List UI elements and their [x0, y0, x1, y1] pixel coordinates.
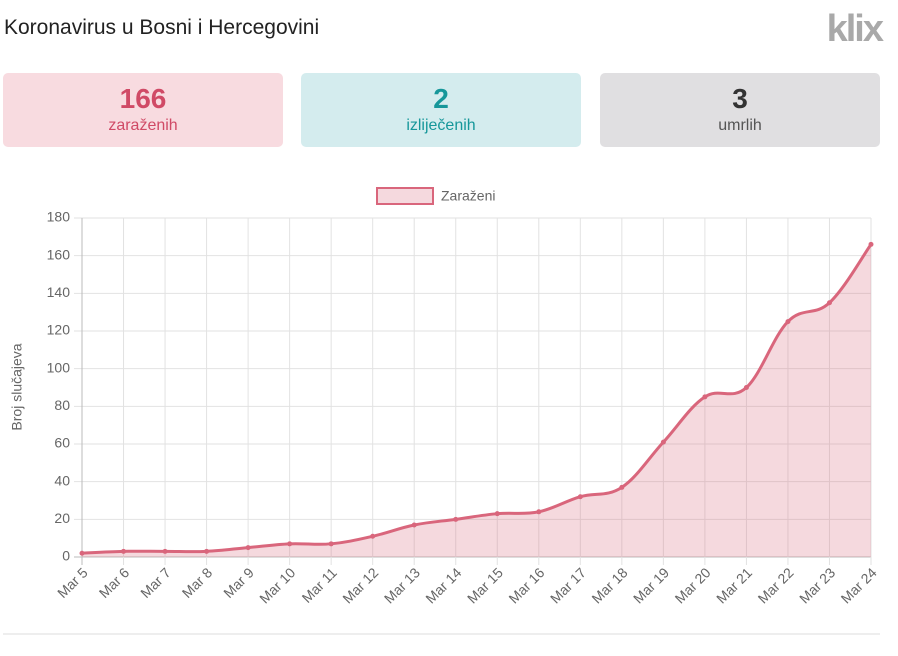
- point: [245, 545, 251, 551]
- y-tick-label: 160: [47, 246, 71, 262]
- x-tick-label: Mar 5: [54, 564, 91, 601]
- x-tick-label: Mar 6: [96, 564, 133, 601]
- x-tick-label: Mar 17: [547, 564, 589, 606]
- point: [743, 385, 749, 390]
- y-tick-label: 40: [54, 472, 70, 488]
- y-tick-label: 20: [54, 510, 70, 526]
- area: [82, 244, 871, 557]
- x-tick-label: Mar 8: [179, 564, 216, 601]
- x-tick-label: Mar 9: [220, 564, 257, 601]
- legend-label: Zaraženi: [441, 188, 495, 204]
- point: [536, 509, 542, 515]
- title: Koronavirus u Bosni i Hercegovini: [4, 16, 320, 39]
- x-tick-label: Mar 19: [630, 564, 672, 606]
- x-tick-label: Mar 11: [298, 564, 340, 606]
- x-tick-label: Mar 12: [339, 564, 381, 606]
- stat-box: 166 zaraženih: [3, 73, 283, 147]
- x-tick-label: Mar 20: [672, 564, 714, 606]
- point: [79, 550, 85, 556]
- y-tick-label: 80: [54, 397, 70, 413]
- x-tick-label: Mar 18: [588, 564, 630, 606]
- point: [868, 241, 874, 247]
- stat-label: umrlih: [718, 117, 762, 134]
- x-tick-label: Mar 14: [422, 564, 464, 606]
- logo[interactable]: klix: [826, 8, 884, 50]
- point: [660, 439, 666, 445]
- point: [702, 394, 708, 400]
- point: [494, 511, 500, 517]
- y-axis-label: Broj slučajeva: [9, 343, 25, 430]
- point: [411, 522, 417, 528]
- stat-value: 2: [433, 83, 449, 114]
- y-tick-label: 0: [62, 548, 70, 564]
- x-tick-label: Mar 23: [796, 564, 838, 606]
- x-tick-label: Mar 10: [256, 564, 298, 606]
- point: [453, 516, 459, 522]
- y-tick-label: 180: [47, 209, 71, 225]
- stat-box: 2 izliječenih: [301, 73, 581, 147]
- x-tick-label: Mar 13: [381, 564, 423, 606]
- y-tick-label: 120: [47, 322, 71, 338]
- y-tick-label: 140: [47, 284, 71, 300]
- x-tick-label: Mar 15: [464, 564, 506, 606]
- x-tick-label: Mar 22: [755, 564, 797, 606]
- y-tick-label: 60: [54, 435, 70, 451]
- x-tick-label: Mar 7: [137, 564, 174, 601]
- stat-label: izliječenih: [406, 117, 476, 134]
- x-tick-label: Mar 21: [713, 564, 755, 606]
- stat-value: 166: [119, 83, 167, 114]
- point: [785, 319, 791, 325]
- x-tick-label: Mar 24: [838, 564, 880, 606]
- stat-value: 3: [732, 83, 748, 114]
- point: [370, 533, 376, 539]
- point: [619, 484, 625, 490]
- point: [287, 541, 293, 547]
- point: [328, 541, 334, 547]
- point: [577, 494, 583, 500]
- point: [162, 548, 168, 554]
- point: [826, 300, 832, 306]
- stat-box: 3 umrlih: [600, 73, 880, 147]
- stat-label: zaraženih: [108, 117, 178, 134]
- point: [121, 548, 127, 554]
- point: [204, 548, 210, 554]
- legend-swatch: [376, 187, 434, 205]
- y-tick-label: 100: [47, 359, 71, 375]
- x-tick-label: Mar 16: [505, 564, 547, 606]
